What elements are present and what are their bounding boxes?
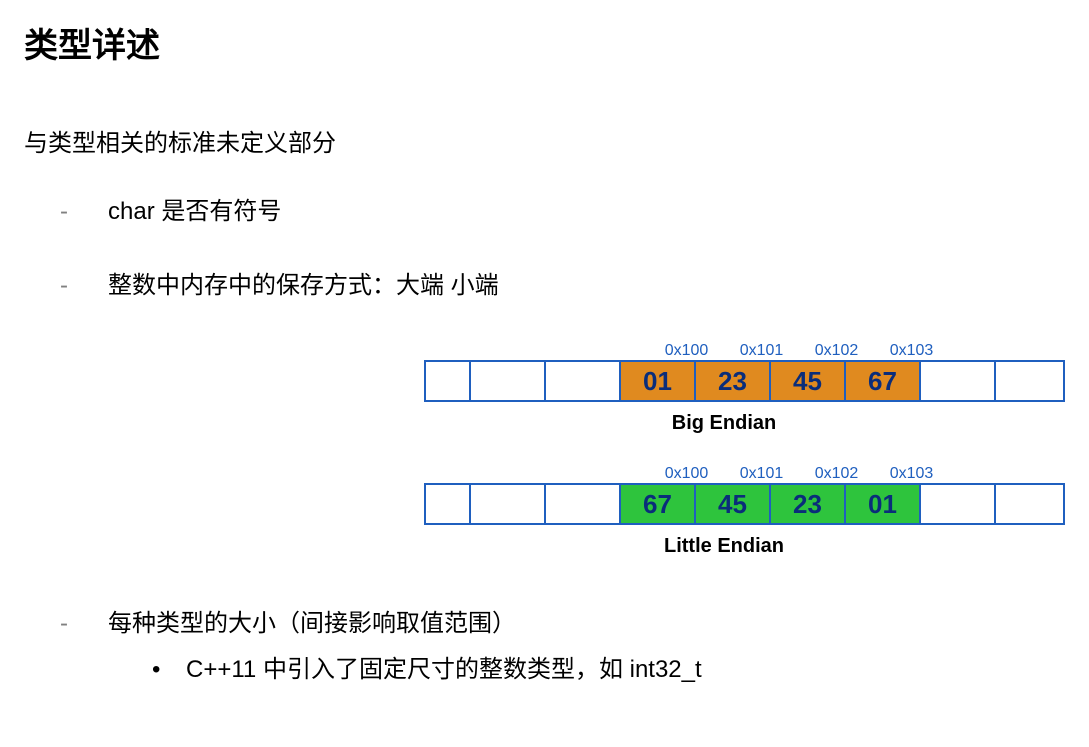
byte-cell bbox=[471, 362, 546, 400]
byte-cell: 45 bbox=[696, 485, 771, 523]
address-label: 0x102 bbox=[799, 342, 874, 360]
byte-cell: 23 bbox=[771, 485, 846, 523]
address-label: 0x100 bbox=[649, 342, 724, 360]
endianness-diagram: 0x1000x1010x1020x103 01234567 Big Endian… bbox=[24, 342, 1065, 558]
list-item-label: 每种类型的大小（间接影响取值范围） bbox=[108, 610, 516, 637]
list-item: 整数中内存中的保存方式：大端 小端 bbox=[54, 268, 1065, 304]
byte-cell bbox=[546, 485, 621, 523]
little-endian-block: 0x1000x1010x1020x103 67452301 Little End… bbox=[424, 465, 1065, 558]
byte-cell bbox=[546, 362, 621, 400]
byte-cell bbox=[426, 485, 471, 523]
address-row: 0x1000x1010x1020x103 bbox=[594, 342, 1065, 360]
page-title: 类型详述 bbox=[24, 18, 1065, 67]
list-item: 每种类型的大小（间接影响取值范围） C++11 中引入了固定尺寸的整数类型，如 … bbox=[54, 606, 1065, 688]
byte-row: 67452301 bbox=[424, 483, 1065, 525]
sub-list-item: C++11 中引入了固定尺寸的整数类型，如 int32_t bbox=[152, 652, 1065, 688]
list-item: char 是否有符号 bbox=[54, 194, 1065, 230]
byte-cell: 67 bbox=[621, 485, 696, 523]
byte-cell: 01 bbox=[621, 362, 696, 400]
address-label: 0x103 bbox=[874, 342, 949, 360]
byte-cell: 45 bbox=[771, 362, 846, 400]
byte-cell bbox=[426, 362, 471, 400]
byte-cell: 01 bbox=[846, 485, 921, 523]
byte-cell bbox=[921, 485, 996, 523]
section-heading: 与类型相关的标准未定义部分 bbox=[24, 123, 1065, 158]
bullet-list-2: 每种类型的大小（间接影响取值范围） C++11 中引入了固定尺寸的整数类型，如 … bbox=[24, 606, 1065, 688]
address-label: 0x102 bbox=[799, 465, 874, 483]
byte-cell bbox=[921, 362, 996, 400]
byte-row: 01234567 bbox=[424, 360, 1065, 402]
address-label: 0x101 bbox=[724, 465, 799, 483]
byte-cell bbox=[471, 485, 546, 523]
address-row: 0x1000x1010x1020x103 bbox=[594, 465, 1065, 483]
address-label: 0x103 bbox=[874, 465, 949, 483]
little-endian-caption: Little Endian bbox=[424, 535, 1024, 558]
byte-cell: 23 bbox=[696, 362, 771, 400]
big-endian-caption: Big Endian bbox=[424, 412, 1024, 435]
bullet-list: char 是否有符号 整数中内存中的保存方式：大端 小端 bbox=[24, 194, 1065, 304]
address-label: 0x100 bbox=[649, 465, 724, 483]
big-endian-block: 0x1000x1010x1020x103 01234567 Big Endian bbox=[424, 342, 1065, 435]
sub-list: C++11 中引入了固定尺寸的整数类型，如 int32_t bbox=[108, 652, 1065, 688]
address-label: 0x101 bbox=[724, 342, 799, 360]
byte-cell bbox=[996, 485, 1041, 523]
byte-cell bbox=[996, 362, 1041, 400]
byte-cell: 67 bbox=[846, 362, 921, 400]
